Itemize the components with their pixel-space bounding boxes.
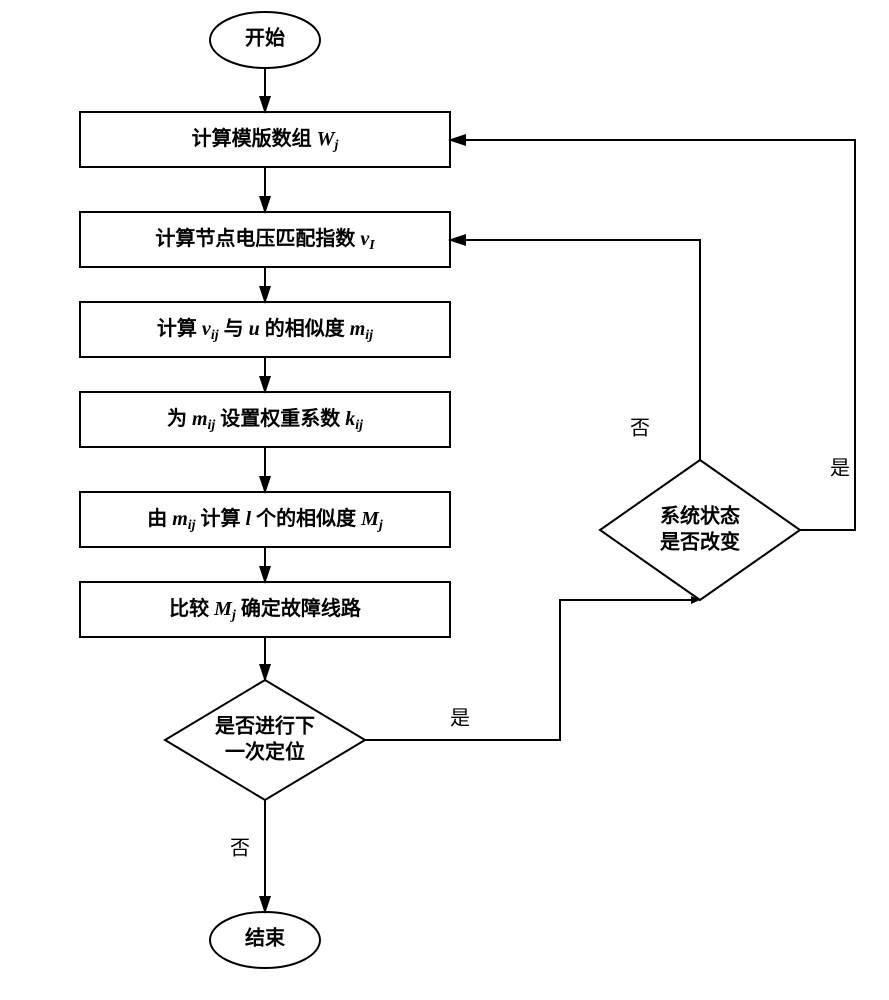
arrow-dec2-box2 — [450, 240, 700, 460]
svg-text:计算节点电压匹配指数 vI: 计算节点电压匹配指数 vI — [155, 226, 375, 254]
decision-state-change: 系统状态 是否改变 — [600, 460, 800, 600]
decision-next-position: 是否进行下 一次定位 — [165, 680, 365, 800]
svg-text:计算模版数组 Wj: 计算模版数组 Wj — [192, 126, 339, 154]
svg-text:是否改变: 是否改变 — [659, 530, 740, 554]
label-yes-dec2: 是 — [830, 458, 850, 480]
svg-text:比较 Mj 确定故障线路: 比较 Mj 确定故障线路 — [169, 596, 362, 624]
process-box-1: 计算模版数组 Wj — [80, 112, 450, 167]
process-box-6: 比较 Mj 确定故障线路 — [80, 582, 450, 637]
svg-text:计算 vij 与 u 的相似度 mij: 计算 vij 与 u 的相似度 mij — [157, 316, 373, 344]
svg-text:是否进行下: 是否进行下 — [214, 714, 315, 738]
svg-text:由 mij 计算 l 个的相似度 Mj: 由 mij 计算 l 个的相似度 Mj — [147, 506, 383, 534]
process-box-5: 由 mij 计算 l 个的相似度 Mj — [80, 492, 450, 547]
process-box-2: 计算节点电压匹配指数 vI — [80, 212, 450, 267]
svg-text:系统状态: 系统状态 — [660, 504, 740, 528]
arrow-dec2-box1 — [450, 140, 855, 530]
label-yes-dec1: 是 — [450, 708, 470, 730]
label-no-dec2: 否 — [630, 418, 650, 440]
start-label: 开始 — [245, 26, 285, 50]
label-no-dec1: 否 — [230, 838, 250, 860]
process-box-3: 计算 vij 与 u 的相似度 mij — [80, 302, 450, 357]
end-label: 结束 — [245, 926, 286, 950]
process-box-4: 为 mij 设置权重系数 kij — [80, 392, 450, 447]
svg-text:一次定位: 一次定位 — [225, 740, 305, 764]
svg-text:为 mij 设置权重系数 kij: 为 mij 设置权重系数 kij — [167, 406, 363, 434]
